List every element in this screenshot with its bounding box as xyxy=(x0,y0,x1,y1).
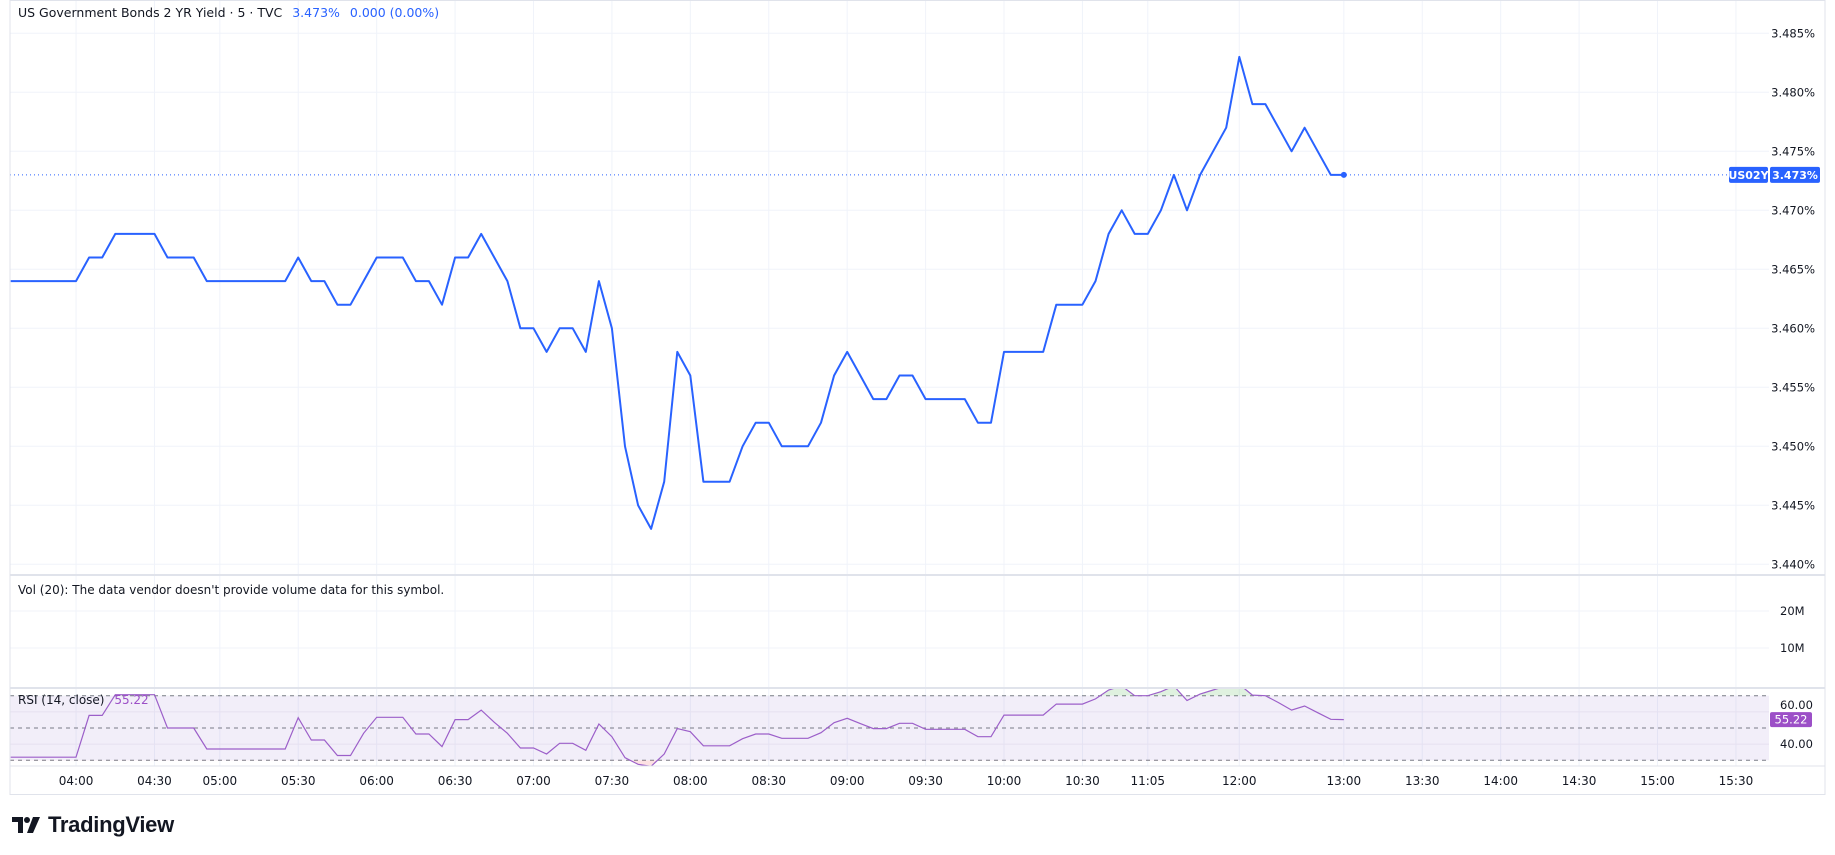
price-change: 0.000 (0.00%) xyxy=(349,5,440,20)
rsi-legend-value: 55.22 xyxy=(114,693,149,707)
last-price-badge-bg xyxy=(1770,166,1820,183)
axes[interactable]: 04:00 04:30 05:00 05:30 06:00 06:30 07:00 07:30… xyxy=(59,26,1815,788)
price-axis-label: 3.450% xyxy=(1771,439,1815,453)
time-axis-label: 13:30 xyxy=(1405,774,1440,788)
symbol-badge: US02Y xyxy=(1728,169,1769,182)
time-axis-label: 07:30 xyxy=(595,774,630,788)
time-axis-label: 10:00 xyxy=(987,774,1022,788)
price-badges: US02Y 3.473% 55.22 xyxy=(1728,166,1820,728)
rsi-title: RSI (14, close) xyxy=(18,693,105,707)
time-axis-label: 14:00 xyxy=(1483,774,1518,788)
tradingview-logo-icon xyxy=(12,817,40,833)
price-axis-label: 3.485% xyxy=(1771,26,1815,40)
time-axis-label: 06:30 xyxy=(438,774,473,788)
time-axis-label: 08:00 xyxy=(673,774,708,788)
last-price-badge: 3.473% xyxy=(1772,169,1818,182)
last-price: 3.473% xyxy=(292,5,340,20)
time-axis-label: 09:00 xyxy=(830,774,865,788)
time-axis-label: 10:30 xyxy=(1065,774,1100,788)
rsi-background-band xyxy=(10,695,1769,761)
volume-axis-label: 10M xyxy=(1780,641,1805,655)
time-axis-label: 09:30 xyxy=(908,774,943,788)
price-axis-label: 3.455% xyxy=(1771,380,1815,394)
rsi-legend[interactable]: RSI (14, close) 55.22 xyxy=(18,693,149,707)
logo-text: TradingView xyxy=(48,812,174,837)
last-price-dot xyxy=(1340,171,1347,178)
chart-frame xyxy=(9,0,1826,795)
time-axis-label: 05:30 xyxy=(281,774,316,788)
rsi-line xyxy=(10,688,1344,766)
time-axis-label: 15:00 xyxy=(1640,774,1675,788)
time-axis-label: 12:00 xyxy=(1222,774,1257,788)
frame-border xyxy=(9,0,1826,795)
time-axis-label: 07:00 xyxy=(516,774,551,788)
rsi-series xyxy=(10,688,1344,766)
price-line xyxy=(10,55,1344,530)
tradingview-logo[interactable]: TradingView xyxy=(12,812,174,838)
symbol-legend[interactable]: US Government Bonds 2 YR Yield · 5 · TVC… xyxy=(18,5,439,20)
price-axis-label: 3.475% xyxy=(1771,144,1815,158)
time-axis-label: 11:05 xyxy=(1130,774,1165,788)
rsi-band xyxy=(10,695,1769,761)
price-axis-label: 3.460% xyxy=(1771,321,1815,335)
time-axis-label: 04:00 xyxy=(59,774,94,788)
volume-axis-label: 20M xyxy=(1780,604,1805,618)
volume-legend[interactable]: Vol (20): The data vendor doesn't provid… xyxy=(18,583,445,597)
price-axis-label: 3.445% xyxy=(1771,498,1815,512)
price-axis-label: 3.440% xyxy=(1771,557,1815,571)
time-axis-label: 08:30 xyxy=(751,774,786,788)
grid-lines xyxy=(10,0,1769,766)
time-axis-label: 13:00 xyxy=(1327,774,1362,788)
symbol-badge-bg xyxy=(1729,166,1768,183)
time-axis-label: 14:30 xyxy=(1562,774,1597,788)
time-axis-label: 15:30 xyxy=(1719,774,1754,788)
price-axis-label: 3.465% xyxy=(1771,262,1815,276)
rsi-value-badge: 55.22 xyxy=(1775,713,1808,727)
price-axis-label: 3.480% xyxy=(1771,85,1815,99)
time-axis-label: 05:00 xyxy=(203,774,238,788)
symbol-title: US Government Bonds 2 YR Yield · 5 · TVC xyxy=(18,5,283,20)
time-axis-label: 06:00 xyxy=(359,774,394,788)
price-axis-label: 3.470% xyxy=(1771,203,1815,217)
series-lines xyxy=(10,55,1769,766)
rsi-axis-label: 40.00 xyxy=(1780,737,1813,751)
time-axis-label: 04:30 xyxy=(137,774,172,788)
price-series xyxy=(10,55,1344,530)
rsi-axis-label: 60.00 xyxy=(1780,698,1813,712)
rsi-value-badge-bg xyxy=(1770,712,1812,728)
